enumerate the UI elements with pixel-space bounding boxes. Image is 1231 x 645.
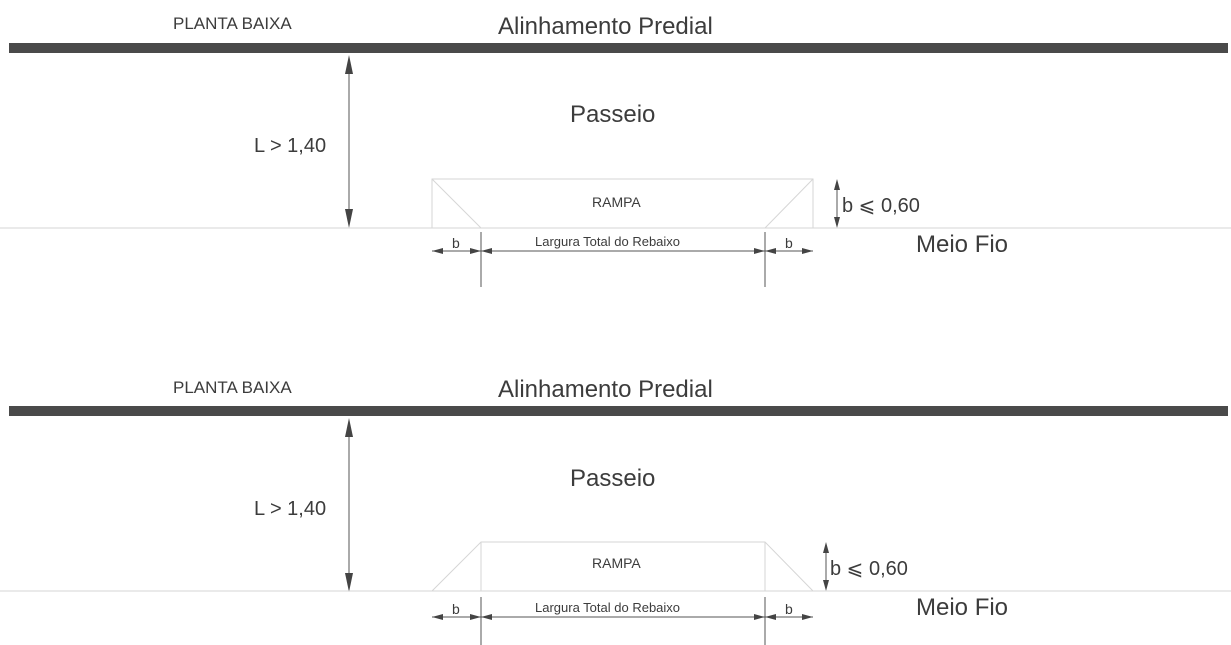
ramp-outline bbox=[431, 178, 814, 229]
b-right-label: b bbox=[785, 235, 793, 251]
sidewalk-width-dimension bbox=[345, 418, 353, 592]
building-line-label: Alinhamento Predial bbox=[498, 376, 713, 403]
width-dimension-chain bbox=[432, 597, 813, 645]
curb-label: Meio Fio bbox=[916, 594, 1008, 621]
building-line-wall bbox=[9, 43, 1228, 53]
b-left-label: b bbox=[452, 601, 460, 617]
building-line-label: Alinhamento Predial bbox=[498, 13, 713, 40]
plan-label: PLANTA BAIXA bbox=[173, 378, 292, 397]
sidewalk-width-label: L > 1,40 bbox=[254, 135, 326, 157]
ramp-depth-label: b ⩽ 0,60 bbox=[842, 195, 920, 217]
ramp-label: RAMPA bbox=[592, 194, 641, 210]
curb-label: Meio Fio bbox=[916, 231, 1008, 258]
total-width-label: Largura Total do Rebaixo bbox=[535, 234, 680, 249]
building-line-wall bbox=[9, 406, 1228, 416]
arrow-down bbox=[345, 573, 353, 592]
width-dimension-chain bbox=[432, 232, 813, 287]
b-right-label: b bbox=[785, 601, 793, 617]
ramp-outline bbox=[431, 541, 814, 592]
arrow-up bbox=[345, 55, 353, 74]
plan-label: PLANTA BAIXA bbox=[173, 14, 292, 33]
sidewalk-width-dimension bbox=[345, 55, 353, 228]
sidewalk-width-label: L > 1,40 bbox=[254, 498, 326, 520]
sidewalk-label: Passeio bbox=[570, 101, 655, 128]
ramp-depth-dimension bbox=[823, 542, 829, 591]
sidewalk-label: Passeio bbox=[570, 465, 655, 492]
arrow-down bbox=[345, 209, 353, 228]
ramp-depth-label: b ⩽ 0,60 bbox=[830, 558, 908, 580]
b-left-label: b bbox=[452, 235, 460, 251]
ramp-label: RAMPA bbox=[592, 555, 641, 571]
arrow-up bbox=[345, 418, 353, 437]
panel-1: PLANTA BAIXA Alinhamento Predial Passeio… bbox=[0, 13, 1231, 287]
panel-2: PLANTA BAIXA Alinhamento Predial Passeio… bbox=[0, 376, 1231, 645]
total-width-label: Largura Total do Rebaixo bbox=[535, 600, 680, 615]
ramp-depth-dimension bbox=[834, 179, 840, 228]
